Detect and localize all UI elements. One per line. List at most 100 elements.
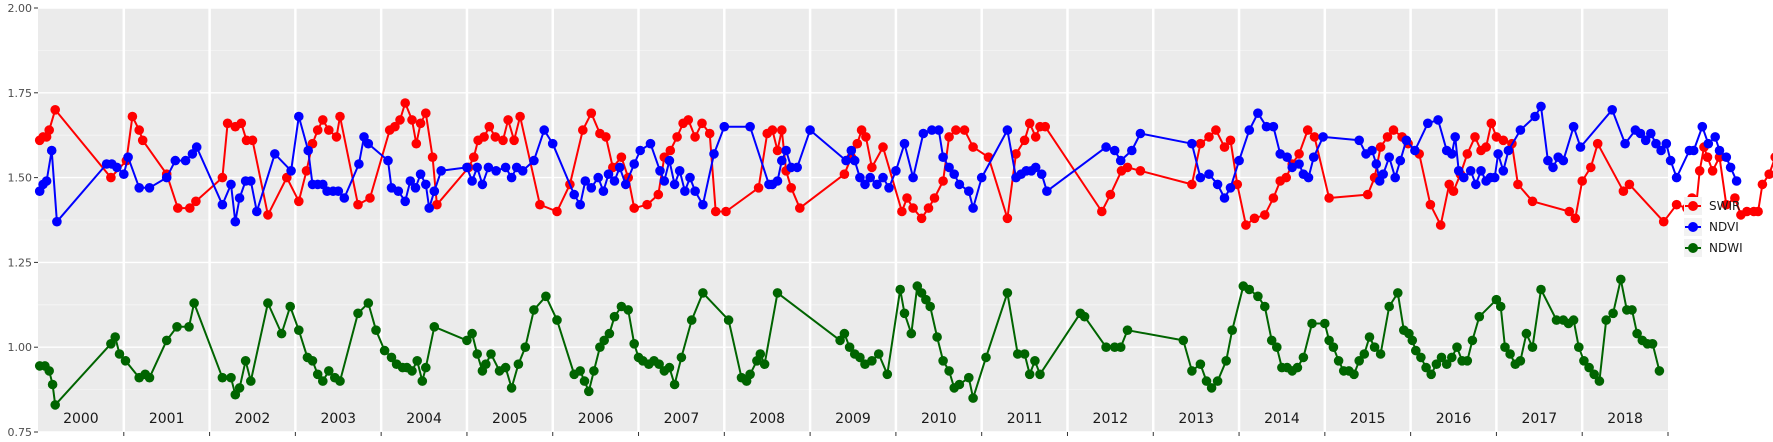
year-label: 2010 [921, 411, 957, 427]
data-point-swir [1024, 118, 1035, 129]
data-point-ndvi [1471, 179, 1481, 190]
year-label: 2009 [835, 411, 871, 427]
data-point-ndwi [1505, 349, 1515, 359]
data-point-ndwi [867, 356, 877, 366]
data-point-swir [721, 206, 731, 217]
data-point-ndwi [623, 305, 633, 315]
data-point-ndvi [1714, 145, 1725, 156]
data-point-ndwi [1632, 328, 1642, 339]
data-point-ndvi [964, 186, 974, 196]
data-point-swir [390, 121, 400, 132]
data-point-ndvi [664, 155, 675, 166]
data-point-swir [1260, 210, 1270, 220]
data-point-swir [1770, 152, 1773, 162]
data-point-ndvi [500, 162, 511, 173]
data-point-ndwi [1333, 356, 1344, 366]
data-point-ndwi [1647, 339, 1658, 349]
data-point-swir [44, 125, 54, 135]
data-point-swir [697, 118, 707, 129]
data-point-ndvi [1268, 121, 1279, 132]
data-point-ndwi [1594, 376, 1605, 386]
data-point-ndwi [172, 322, 182, 332]
data-point-swir [916, 213, 927, 224]
data-point-ndwi [1421, 362, 1431, 373]
data-point-ndvi [891, 166, 901, 176]
data-point-ndvi [934, 125, 944, 135]
data-point-ndvi [251, 206, 262, 217]
data-point-ndwi [882, 369, 893, 380]
data-point-ndvi [400, 196, 411, 207]
data-point-ndvi [1620, 138, 1630, 149]
data-point-ndwi [379, 345, 390, 356]
legend-label: NDVI [1709, 220, 1739, 234]
data-point-ndwi [1201, 376, 1212, 386]
data-point-ndwi [1364, 332, 1375, 342]
data-point-ndvi [1371, 159, 1382, 169]
data-point-ndwi [575, 366, 585, 376]
data-point-swir [427, 152, 438, 162]
data-point-ndvi [745, 121, 755, 132]
data-point-ndwi [1328, 342, 1339, 353]
data-point-ndvi [1127, 145, 1137, 156]
data-point-ndvi [1635, 128, 1646, 139]
data-point-ndvi [1607, 105, 1617, 115]
data-point-ndwi [226, 372, 236, 383]
y-tick-label: 2.00 [8, 2, 33, 15]
data-point-ndwi [541, 291, 551, 302]
data-point-ndwi [964, 372, 974, 383]
data-point-ndwi [1354, 356, 1364, 366]
data-point-ndvi [655, 166, 665, 176]
data-point-ndwi [1452, 342, 1462, 353]
data-point-ndvi [635, 145, 645, 156]
data-point-ndwi [938, 356, 948, 366]
data-point-swir [1425, 199, 1436, 210]
data-point-swir [515, 111, 525, 122]
data-point-ndwi [472, 349, 483, 359]
data-point-swir [301, 166, 312, 176]
data-point-swir [236, 118, 247, 129]
data-point-ndvi [1493, 149, 1503, 159]
data-point-swir [1135, 166, 1146, 176]
data-point-ndwi [1244, 284, 1255, 295]
data-point-ndvi [968, 203, 978, 213]
data-point-ndvi [230, 216, 241, 227]
data-point-ndwi [604, 328, 615, 339]
data-point-ndvi [421, 179, 431, 190]
data-point-swir [1249, 213, 1260, 224]
data-point-ndvi [436, 166, 447, 176]
data-point-ndwi [1115, 342, 1126, 353]
data-point-swir [1375, 142, 1386, 152]
data-point-swir [263, 210, 273, 220]
data-point-ndwi [1441, 359, 1452, 370]
data-point-ndwi [1212, 376, 1223, 386]
data-point-ndvi [908, 172, 918, 183]
data-point-ndwi [1467, 335, 1478, 346]
data-point-ndwi [467, 328, 477, 339]
data-point-ndvi [517, 166, 528, 176]
data-point-swir [1702, 152, 1713, 162]
data-point-swir [1382, 132, 1393, 142]
data-point-ndwi [486, 349, 496, 359]
data-point-ndvi [669, 179, 680, 190]
data-point-swir [1624, 179, 1635, 190]
data-point-ndwi [529, 305, 539, 315]
year-label: 2013 [1178, 411, 1214, 427]
data-point-swir [1281, 172, 1291, 183]
data-point-swir [777, 125, 787, 135]
data-point-ndwi [386, 352, 397, 363]
data-point-swir [479, 132, 489, 142]
data-point-ndwi [1195, 359, 1206, 370]
data-point-swir [1577, 176, 1587, 186]
data-point-ndwi [307, 356, 318, 366]
data-point-ndwi [335, 376, 345, 386]
legend-item-ndwi: NDWI [1684, 239, 1743, 257]
data-point-ndvi [1219, 193, 1230, 203]
data-point-ndvi [339, 193, 350, 203]
data-point-ndwi [1206, 383, 1217, 393]
data-point-ndvi [954, 179, 965, 190]
data-point-swir [944, 132, 954, 142]
data-point-ndwi [1568, 315, 1579, 325]
data-point-ndwi [1495, 301, 1506, 312]
data-point-swir [1707, 166, 1718, 176]
year-label: 2007 [664, 411, 700, 427]
